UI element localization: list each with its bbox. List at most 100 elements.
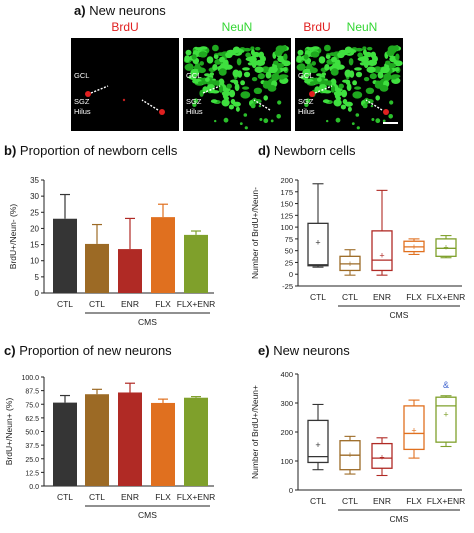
y-tick-label: -25: [282, 282, 293, 291]
x-tick-label: CTL: [57, 492, 73, 502]
neun-granule: [303, 54, 309, 60]
neun-granule: [195, 47, 204, 51]
neun-granule: [371, 118, 375, 121]
neun-granule: [347, 106, 352, 112]
neun-texture: [183, 44, 291, 130]
neun-granule: [375, 118, 381, 124]
x-tick-label: ENR: [121, 492, 139, 502]
neun-granule: [383, 73, 392, 81]
x-tick-label: ENR: [121, 299, 139, 309]
group-label: CMS: [390, 310, 409, 320]
panel-b-title: b) Proportion of newborn cells: [4, 143, 177, 158]
neun-granule: [216, 52, 226, 57]
neun-granule: [199, 61, 204, 66]
neun-granule: [229, 89, 236, 98]
neun-granule: [192, 102, 197, 108]
neun-granule: [185, 49, 192, 56]
neun-channel-label: NeuN: [222, 20, 253, 34]
x-tick-label: FLX: [406, 496, 422, 506]
neun-granule: [316, 73, 322, 77]
y-tick-label: 35: [30, 176, 39, 185]
neun-granule: [300, 75, 308, 80]
region-gcl-label: GCL: [186, 71, 201, 80]
y-tick-label: 200: [280, 428, 293, 437]
neun-granule: [309, 67, 318, 74]
region-sgz-label: SGZ: [186, 97, 202, 106]
y-tick-label: 25.0: [25, 457, 39, 464]
y-axis-label: Number of BrdU+/Neun-: [250, 187, 260, 279]
group-label: CMS: [138, 510, 157, 520]
neun-granule: [283, 53, 288, 61]
region-sgz-label: SGZ: [298, 97, 314, 106]
merge-neun-label: NeuN: [347, 20, 378, 34]
neun-granule: [363, 77, 370, 82]
neun-granule: [354, 67, 362, 71]
bar: [118, 249, 142, 293]
neun-granule: [240, 91, 251, 99]
box-mean-marker: +: [379, 453, 384, 463]
neun-granule: [370, 104, 374, 108]
neun-granule: [251, 77, 258, 82]
neun-granule: [369, 73, 377, 80]
neun-granule: [218, 68, 227, 76]
neun-granule: [334, 92, 340, 100]
y-tick-label: 50.0: [25, 430, 39, 437]
neun-granule: [228, 104, 234, 110]
y-tick-label: 62.5: [25, 416, 39, 423]
neun-granule: [270, 119, 274, 123]
box: [403, 405, 425, 451]
x-tick-label: CTL: [57, 299, 73, 309]
y-tick-label: 20: [30, 224, 39, 233]
y-tick-label: 5: [35, 273, 40, 282]
box-mean-marker: +: [443, 410, 448, 420]
neun-granule: [342, 79, 351, 83]
neun-granule: [302, 68, 312, 77]
region-hilus-label: Hilus: [186, 107, 203, 116]
box-mean-marker: +: [315, 440, 320, 450]
neun-granule: [263, 95, 269, 101]
neun-granule: [352, 91, 363, 99]
neun-granule: [367, 46, 373, 51]
x-tick-label: FLX: [155, 299, 171, 309]
y-tick-label: 50: [285, 247, 293, 256]
neun-granule: [213, 54, 219, 59]
x-tick-label: CTL: [310, 496, 326, 506]
neun-granule: [331, 56, 337, 63]
neun-granule: [351, 122, 355, 125]
neun-granule: [190, 68, 200, 77]
y-tick-label: 100.0: [21, 375, 39, 382]
x-tick-label: FLX+ENR: [427, 292, 466, 302]
neun-granule: [359, 62, 366, 66]
x-tick-label: CTL: [342, 496, 358, 506]
neun-granule: [226, 83, 232, 89]
region-hilus-label: Hilus: [298, 107, 315, 116]
neun-granule: [184, 55, 191, 63]
neun-granule: [298, 63, 306, 70]
neun-granule: [210, 80, 216, 84]
neun-granule: [267, 85, 277, 92]
neun-granule: [236, 58, 242, 66]
arrow-marker: [90, 85, 109, 94]
box-mean-marker: +: [347, 259, 352, 269]
arrow-marker: [314, 85, 333, 94]
y-tick-label: 0: [35, 289, 40, 298]
bar: [53, 218, 77, 293]
neun-granule: [278, 74, 289, 79]
panel-b-letter: b): [4, 143, 17, 158]
neun-granule: [250, 49, 255, 56]
box: [435, 238, 457, 257]
neun-granule: [311, 61, 317, 66]
y-tick-label: 0.0: [29, 484, 39, 491]
neun-granule: [355, 47, 363, 52]
neun-granule: [250, 103, 256, 109]
box-mean-marker: +: [315, 238, 320, 248]
y-tick-label: 200: [280, 176, 293, 185]
neun-granule: [212, 44, 219, 52]
brdu-cell-marker: [122, 98, 126, 102]
neun-granule: [276, 114, 282, 119]
micrograph-neun: NeuN GCL SGZ Hilus: [183, 20, 291, 131]
panel-c-title-text: Proportion of new neurons: [19, 343, 172, 358]
region-hilus-label: Hilus: [74, 107, 91, 116]
neun-granule: [357, 52, 363, 58]
y-tick-label: 150: [280, 200, 293, 209]
